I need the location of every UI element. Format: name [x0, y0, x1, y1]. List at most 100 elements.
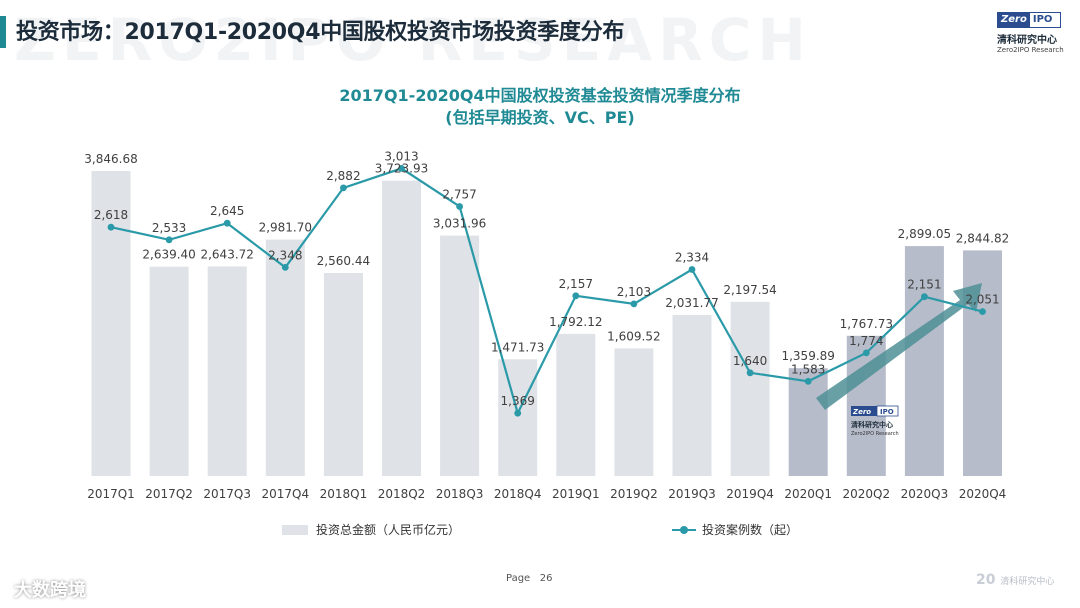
line-point-2020Q3: [921, 293, 928, 301]
line-value-label: 2,882: [326, 169, 360, 183]
bar-2017Q2: [149, 266, 189, 476]
line-point-2020Q1: [804, 377, 812, 385]
line-point-2018Q4: [514, 409, 522, 417]
bar-2019Q3: [672, 314, 712, 476]
bar-2020Q4: [963, 250, 1002, 476]
bar-2017Q1: [91, 171, 131, 476]
bar-2017Q4: [265, 239, 305, 476]
legend-bar-swatch: [282, 524, 308, 535]
line-point-2019Q2: [630, 300, 638, 308]
inner-logo-mark-left-box: [851, 406, 877, 416]
bar-value-label: 2,197.54: [723, 283, 776, 297]
legend-line-swatch: [672, 525, 696, 535]
line-value-label: 2,151: [907, 278, 941, 292]
line-value-label: 1,583: [791, 362, 825, 376]
bar-value-label: 2,560.44: [317, 254, 370, 268]
page-number-value: 26: [539, 573, 553, 584]
bar-value-label: 3,031.96: [433, 217, 486, 231]
bar-2018Q4: [498, 359, 538, 476]
bar-2018Q3: [440, 235, 480, 476]
bar-2018Q1: [323, 273, 363, 476]
bar-series: [91, 171, 1002, 476]
legend-item-cases: 投资案例数（起）: [672, 521, 798, 538]
line-series: [107, 165, 986, 417]
line-point-2020Q4: [979, 308, 986, 315]
x-tick-label: 2020Q4: [959, 487, 1007, 501]
x-tick-label: 2018Q4: [494, 487, 542, 501]
line-value-label: 1,640: [733, 354, 767, 368]
bar-value-label: 1,767.73: [840, 317, 893, 331]
x-tick-label: 2017Q1: [87, 487, 135, 501]
inner-logo-mark-left: Zero: [852, 408, 871, 416]
line-point-2017Q4: [281, 264, 289, 271]
x-tick-label: 2020Q2: [842, 487, 890, 501]
bar-value-labels: 3,846.68 2,639.40 2,643.72 2,981.70 2,560.44…: [84, 152, 1009, 363]
title-accent-bar: [0, 16, 6, 48]
line-value-label: 2,533: [152, 221, 186, 235]
line-value-label: 2,618: [94, 208, 128, 222]
page-number: Page 26: [506, 573, 553, 584]
x-tick-label: 2019Q1: [552, 487, 600, 501]
x-tick-label: 2017Q2: [145, 487, 193, 501]
x-tick-label: 2019Q2: [610, 487, 658, 501]
line-value-label: 1,774: [849, 334, 883, 348]
inner-logo-mark-right: IPO: [880, 408, 894, 416]
inner-logo-name-cn: 清科研究中心: [851, 420, 893, 429]
cases-line: [110, 167, 983, 417]
background-watermark-text: ZERO2IPO RESEARCH: [14, 6, 812, 74]
line-point-2017Q3: [223, 219, 231, 227]
bar-value-label: 1,359.89: [781, 349, 834, 363]
watermark-left: 大数跨境: [14, 580, 86, 601]
line-value-label: 2,157: [559, 277, 593, 291]
bar-value-label: 1,792.12: [549, 315, 602, 329]
bar-value-label: 2,899.05: [898, 227, 951, 241]
x-tick-label: 2019Q4: [726, 487, 774, 501]
legend-item-amount: 投资总金额（人民币亿元）: [282, 521, 460, 538]
bar-value-label: 1,471.73: [491, 340, 544, 354]
bar-2019Q4: [730, 301, 770, 476]
inner-logo-name-en: Zero2IPO Research: [851, 431, 899, 437]
line-value-label: 3,013: [384, 149, 418, 163]
bar-value-label: 2,643.72: [200, 247, 253, 261]
logo-name-en: Zero2IPO Research: [997, 46, 1064, 54]
x-tick-label: 2018Q2: [378, 487, 426, 501]
watermark-right-mark: 20: [976, 572, 996, 588]
page-label: Page: [506, 573, 531, 584]
line-point-2020Q2: [862, 349, 870, 357]
logo-mark-right: IPO: [1032, 14, 1053, 25]
chart-subtitle: (包括早期投资、VC、PE): [445, 108, 635, 127]
logo-mark-left: Zero: [998, 13, 1030, 27]
legend-label-amount: 投资总金额（人民币亿元）: [316, 523, 461, 537]
line-value-labels: 2,618 2,533 2,645 2,348 2,882 3,013 2,757 1,369…: [94, 149, 1000, 408]
line-value-label: 2,645: [210, 204, 244, 218]
bar-2019Q1: [556, 333, 596, 476]
slide-title: 投资市场：2017Q1-2020Q4中国股权投资市场投资季度分布: [16, 20, 625, 45]
x-tick-label: 2020Q3: [901, 487, 949, 501]
logo-name-cn: 清科研究中心: [997, 35, 1057, 46]
line-point-2019Q3: [688, 266, 696, 273]
line-point-2018Q2: [398, 165, 405, 172]
bar-value-label: 3,846.68: [84, 152, 137, 166]
bar-value-label: 2,844.82: [956, 231, 1009, 245]
bar-value-label: 2,981.70: [259, 221, 312, 235]
line-point-2019Q4: [746, 369, 754, 377]
line-value-label: 2,051: [965, 293, 999, 307]
bar-value-label: 2,639.40: [142, 248, 195, 262]
line-value-label: 2,757: [442, 188, 476, 202]
inner-logo: Zero IPO 清科研究中心 Zero2IPO Research: [851, 405, 899, 437]
x-tick-label: 2017Q4: [261, 487, 309, 501]
bar-value-label: 2,031.77: [665, 296, 718, 310]
watermark-right-text: 清科研究中心: [1000, 577, 1055, 587]
line-point-2018Q3: [456, 203, 463, 210]
line-value-label: 2,334: [675, 251, 709, 265]
line-point-2019Q1: [572, 292, 580, 300]
line-value-label: 1,369: [501, 394, 535, 408]
line-point-2018Q1: [340, 184, 347, 192]
bar-value-label: 3,723.93: [375, 162, 428, 176]
x-tick-label: 2019Q3: [668, 487, 716, 501]
legend-label-cases: 投资案例数（起）: [702, 523, 799, 537]
x-tick-label: 2020Q1: [784, 487, 832, 501]
line-point-2017Q1: [107, 223, 115, 231]
watermark-right: 20 清科研究中心: [976, 572, 1054, 588]
